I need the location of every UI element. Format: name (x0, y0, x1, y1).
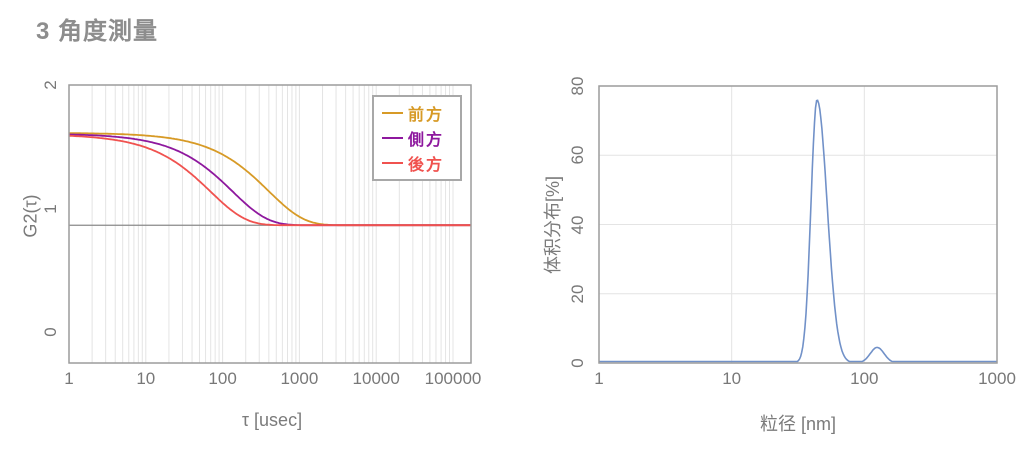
legend-line-swatch-front (382, 112, 403, 115)
legend-label-front: 前方 (408, 107, 445, 125)
x-tick-label: 1 (594, 369, 604, 388)
x-tick-label: 1000 (978, 369, 1016, 388)
y-tick-label: 1 (41, 203, 60, 214)
x-tick-label: 1 (64, 369, 74, 388)
y-axis-label: 体积分布[%] (543, 175, 563, 275)
x-tick-label: 10 (722, 369, 742, 388)
y-axis-label: G2(τ) (20, 194, 41, 238)
x-tick-label: 100 (850, 369, 879, 388)
legend-label-side: 側方 (408, 131, 445, 149)
y-tick-label: 40 (568, 215, 587, 234)
legend-item: 後方 (382, 151, 454, 175)
x-tick-label: 10 (136, 369, 156, 388)
legend: 前方 側方 後方 (372, 95, 462, 181)
x-tick-label: 100 (208, 369, 237, 388)
y-tick-label: 60 (568, 145, 587, 165)
y-tick-label: 20 (568, 284, 587, 304)
legend-label-back: 後方 (408, 156, 445, 174)
legend-line-swatch-back (382, 161, 403, 164)
legend-item: 側方 (382, 126, 454, 150)
legend-line-swatch-side (382, 136, 403, 139)
x-axis-label: τ [usec] (241, 410, 303, 430)
y-tick-label: 80 (568, 76, 587, 96)
x-tick-label: 1000 (280, 369, 319, 388)
x-tick-label: 10000 (352, 369, 400, 388)
x-tick-label: 100000 (424, 369, 482, 388)
page-title: 3 角度測量 (36, 18, 159, 45)
y-tick-label: 2 (41, 80, 60, 90)
y-tick-label: 0 (568, 358, 587, 368)
y-tick-label: 0 (41, 327, 60, 337)
legend-item: 前方 (382, 101, 454, 125)
x-axis-label: 粒径 [nm] (759, 414, 837, 434)
